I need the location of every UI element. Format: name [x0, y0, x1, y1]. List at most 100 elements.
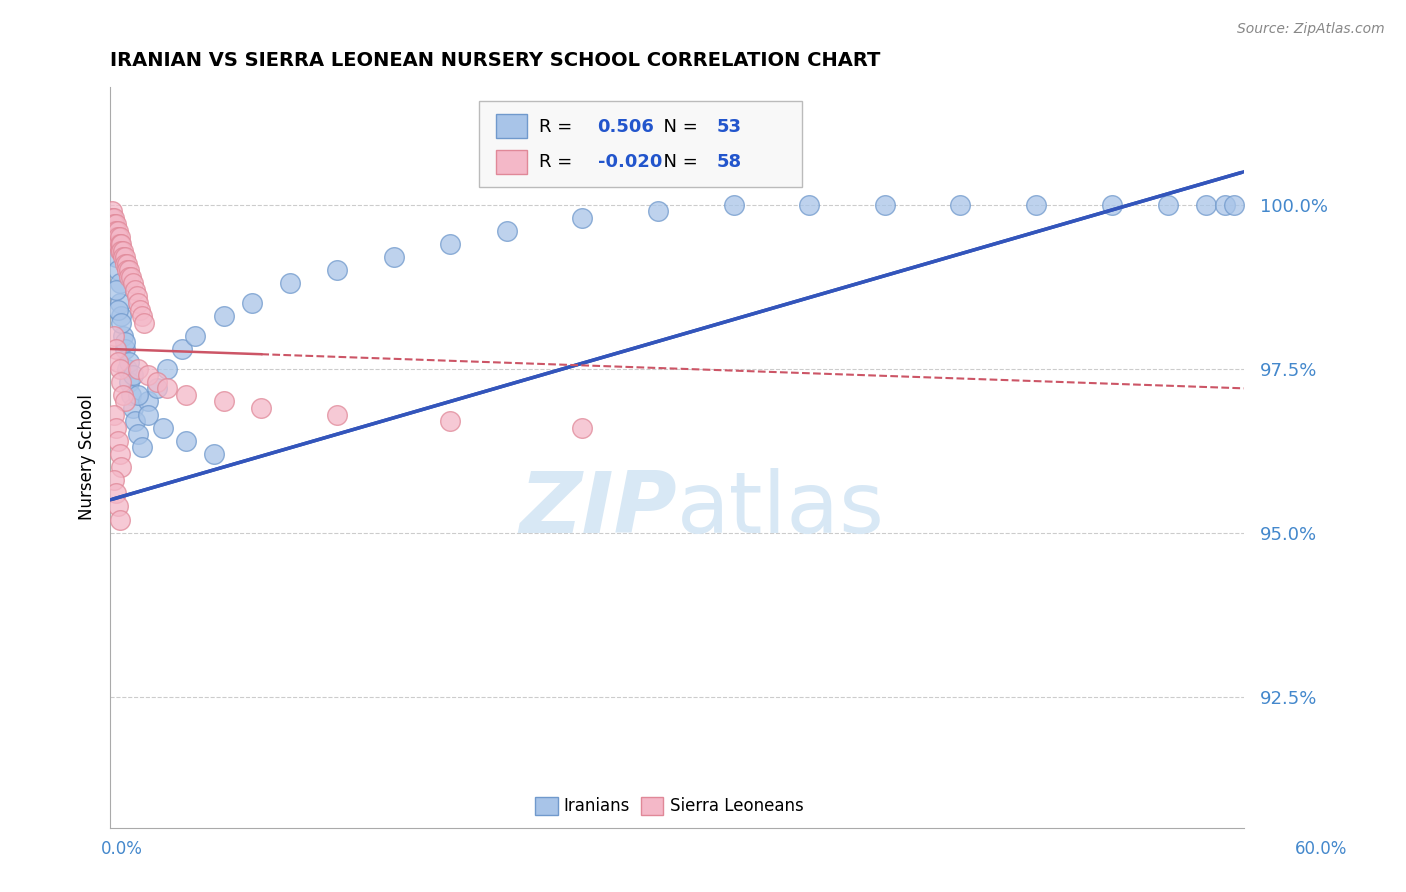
Point	[114, 257, 136, 271]
Point	[174, 434, 197, 448]
Text: ZIP: ZIP	[519, 467, 676, 550]
Point	[110, 309, 132, 323]
Point	[103, 473, 125, 487]
Point	[103, 217, 125, 231]
Point	[240, 296, 263, 310]
Bar	[495, 150, 527, 174]
Point	[131, 309, 153, 323]
Point	[439, 237, 461, 252]
Point	[799, 197, 821, 211]
Point	[103, 217, 125, 231]
Text: N =: N =	[652, 118, 703, 136]
Point	[108, 296, 131, 310]
Point	[131, 441, 153, 455]
Point	[108, 361, 131, 376]
Point	[1101, 197, 1123, 211]
Point	[120, 269, 142, 284]
Point	[129, 302, 152, 317]
Point	[326, 408, 349, 422]
Text: N =: N =	[652, 153, 703, 171]
Point	[121, 368, 143, 383]
Point	[115, 361, 138, 376]
Point	[156, 381, 179, 395]
Point	[108, 244, 131, 258]
Text: R =: R =	[538, 118, 578, 136]
Point	[134, 316, 156, 330]
Point	[120, 388, 142, 402]
Point	[112, 388, 135, 402]
Point	[382, 250, 405, 264]
Point	[118, 263, 141, 277]
Point	[103, 224, 125, 238]
Point	[115, 257, 138, 271]
Point	[107, 224, 129, 238]
Point	[326, 263, 349, 277]
Point	[110, 375, 132, 389]
Point	[108, 447, 131, 461]
Point	[136, 368, 159, 383]
Bar	[536, 797, 558, 814]
Point	[250, 401, 273, 415]
Point	[156, 361, 179, 376]
Point	[104, 342, 127, 356]
Point	[1213, 197, 1236, 211]
Point	[118, 355, 141, 369]
Point	[647, 204, 669, 219]
Point	[124, 414, 146, 428]
Point	[104, 230, 127, 244]
Point	[107, 237, 129, 252]
Point	[118, 375, 141, 389]
Point	[107, 500, 129, 514]
Point	[107, 302, 129, 317]
Text: Sierra Leoneans: Sierra Leoneans	[671, 797, 804, 814]
Point	[114, 250, 136, 264]
Point	[107, 230, 129, 244]
Point	[108, 230, 131, 244]
Point	[115, 263, 138, 277]
Point	[136, 394, 159, 409]
FancyBboxPatch shape	[478, 102, 801, 186]
Y-axis label: Nursery School: Nursery School	[79, 394, 96, 520]
Text: 58: 58	[717, 153, 742, 171]
Point	[1157, 197, 1180, 211]
Point	[114, 394, 136, 409]
Point	[114, 335, 136, 350]
Point	[103, 408, 125, 422]
Point	[112, 244, 135, 258]
Point	[107, 263, 129, 277]
Point	[439, 414, 461, 428]
Point	[107, 434, 129, 448]
Point	[128, 427, 150, 442]
Point	[121, 277, 143, 291]
Point	[184, 329, 207, 343]
Point	[114, 342, 136, 356]
Text: 60.0%: 60.0%	[1295, 840, 1347, 858]
Text: IRANIAN VS SIERRA LEONEAN NURSERY SCHOOL CORRELATION CHART: IRANIAN VS SIERRA LEONEAN NURSERY SCHOOL…	[110, 51, 880, 70]
Point	[104, 283, 127, 297]
Text: 0.0%: 0.0%	[101, 840, 143, 858]
Bar	[495, 114, 527, 138]
Point	[278, 277, 301, 291]
Point	[101, 211, 124, 225]
Point	[104, 224, 127, 238]
Point	[1195, 197, 1218, 211]
Point	[101, 211, 124, 225]
Point	[103, 230, 125, 244]
Point	[136, 408, 159, 422]
Point	[110, 460, 132, 475]
Point	[128, 388, 150, 402]
Point	[108, 237, 131, 252]
Point	[108, 512, 131, 526]
Point	[873, 197, 896, 211]
Point	[1025, 197, 1047, 211]
Text: -0.020: -0.020	[598, 153, 662, 171]
Point	[128, 296, 150, 310]
Point	[146, 375, 169, 389]
Point	[152, 420, 174, 434]
Text: atlas: atlas	[676, 467, 884, 550]
Point	[107, 355, 129, 369]
Point	[110, 316, 132, 330]
Point	[121, 401, 143, 415]
Text: Iranians: Iranians	[564, 797, 630, 814]
Point	[101, 204, 124, 219]
